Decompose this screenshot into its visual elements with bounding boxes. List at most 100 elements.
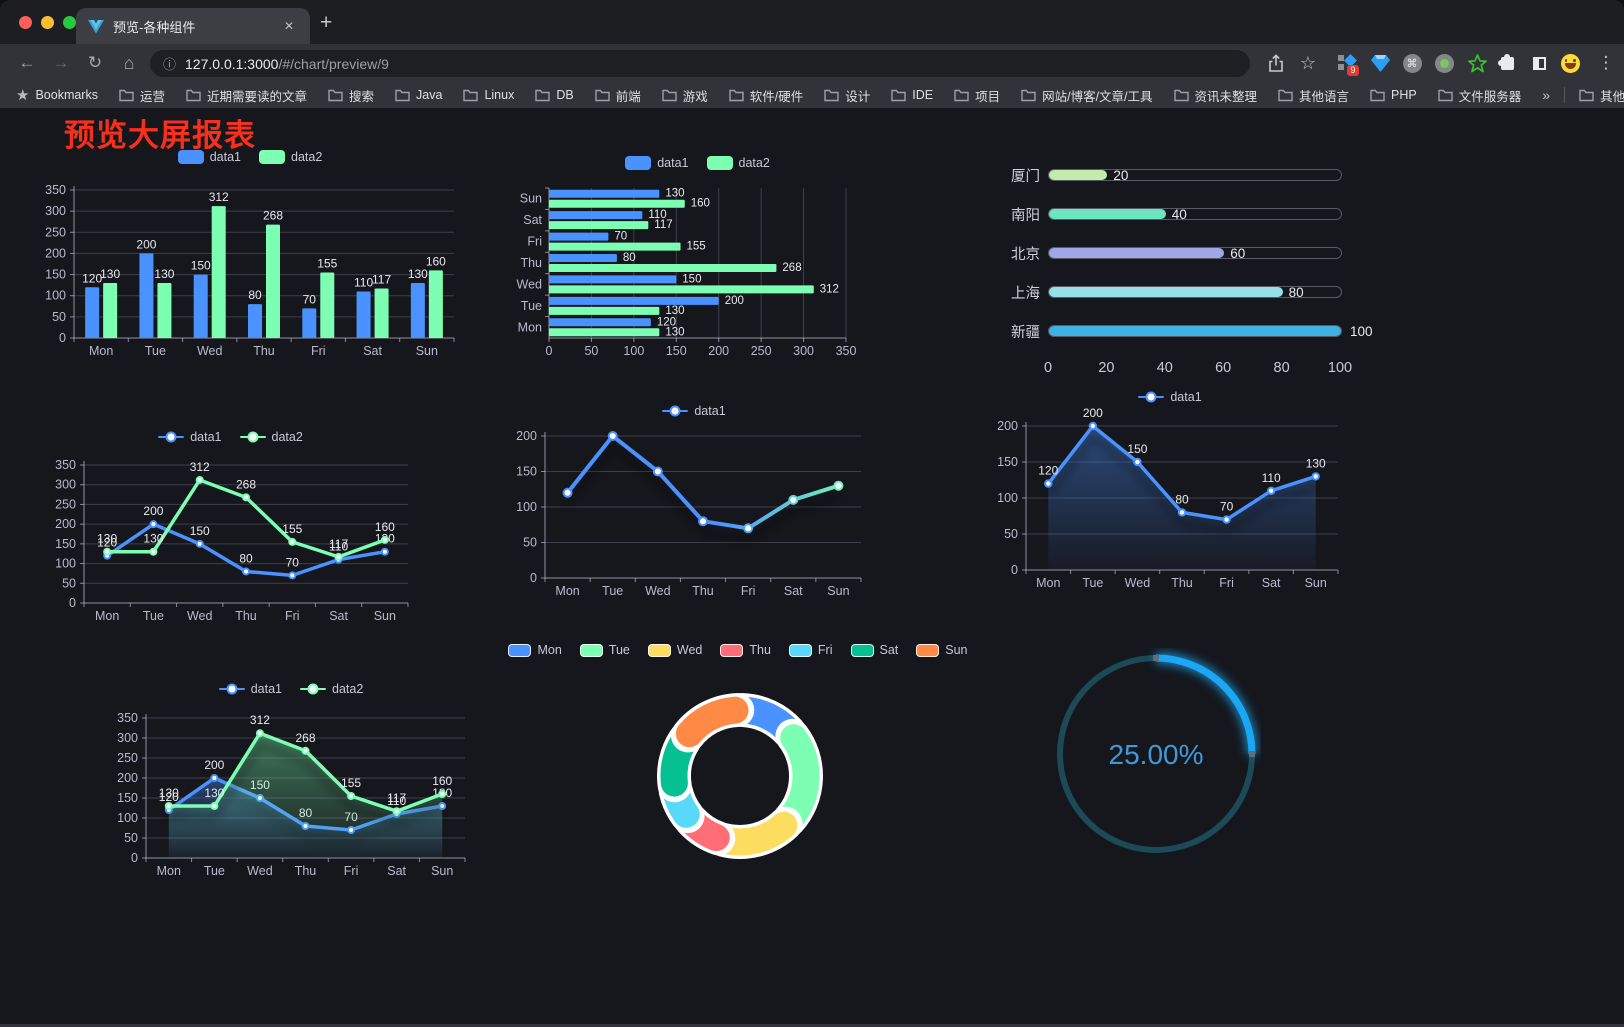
legend-item-data1[interactable]: data1 [218,682,282,696]
svg-text:312: 312 [190,460,210,474]
legend-item-Mon[interactable]: Mon [508,643,562,657]
bookmark-item[interactable]: Java [395,86,442,105]
tab-strip: 预览-各种组件 ✕ + [0,0,1624,44]
axis-tick-label: 60 [1215,360,1232,376]
legend-item-data2[interactable]: data2 [239,430,303,444]
browser-tab[interactable]: 预览-各种组件 ✕ [76,8,310,44]
back-icon[interactable]: ← [18,53,36,72]
svg-text:117: 117 [372,273,391,287]
folder-icon [595,89,610,101]
svg-text:268: 268 [295,731,315,745]
svg-text:50: 50 [523,536,537,550]
record-extension-icon[interactable] [1430,48,1458,78]
svg-text:160: 160 [691,198,710,210]
tab-close-icon[interactable]: ✕ [283,19,294,33]
progress-row-南阳: 南阳 40 [1000,204,1375,224]
svg-text:350: 350 [117,711,138,725]
gem-extension-icon[interactable] [1366,48,1394,78]
bookmark-item[interactable]: 其他语言 [1278,86,1349,105]
bookmark-item[interactable]: 运营 [119,86,165,105]
bookmark-item[interactable]: PHP [1370,86,1417,105]
svg-text:Thu: Thu [235,609,257,623]
svg-text:130: 130 [159,786,179,800]
bookmark-item[interactable]: Linux [463,86,514,105]
svg-text:100: 100 [45,289,66,303]
bookmark-item[interactable]: 软件/硬件 [729,86,803,105]
progress-track [1048,169,1342,181]
folder-icon [729,89,744,101]
axis-tick-label: 40 [1156,360,1173,376]
svg-text:80: 80 [623,252,636,264]
svg-text:50: 50 [52,310,66,324]
sidebar-extension-icon[interactable] [1525,48,1553,78]
emoji-extension-icon[interactable] [1556,48,1584,78]
legend-item-Tue[interactable]: Tue [579,643,630,657]
minimize-window-button[interactable] [41,16,54,29]
bookmark-item[interactable]: 项目 [954,86,1000,105]
chart-canvas [657,693,823,859]
chart-canvas: 25.00% [1057,653,1257,853]
bookmark-item[interactable]: 近期需要读的文章 [186,86,307,105]
bookmark-item[interactable]: IDE [891,86,933,105]
legend-item-data2[interactable]: data2 [706,156,770,170]
svg-text:130: 130 [1306,456,1326,470]
home-icon[interactable]: ⌂ [123,52,135,73]
legend-item-data1[interactable]: data1 [158,430,222,444]
legend-item-Sat[interactable]: Sat [850,643,898,657]
share-icon[interactable] [1262,48,1290,78]
bookmark-item[interactable]: 设计 [824,86,870,105]
bookmark-item[interactable]: 资讯未整理 [1173,86,1257,105]
bookmark-item[interactable]: 游戏 [662,86,708,105]
reload-icon[interactable]: ↻ [87,53,103,72]
legend-item-data1[interactable]: data1 [662,404,726,418]
svg-text:268: 268 [236,477,256,491]
donut-chart: Mon Tue Wed Thu Fri Sat Sun [508,638,968,890]
bookmarks-manager[interactable]: ★ Bookmarks [16,87,98,104]
bookmark-item[interactable]: 网站/博客/文章/工具 [1021,86,1153,105]
svg-text:Thu: Thu [295,864,317,878]
green-star-extension-icon[interactable] [1463,48,1491,78]
puzzle-extension-icon[interactable] [1493,48,1521,78]
bookmark-star-icon[interactable]: ☆ [1299,52,1317,73]
menu-icon[interactable]: ⋮ [1597,53,1615,72]
new-tab-button[interactable]: + [320,11,333,34]
legend-item-Thu[interactable]: Thu [720,643,771,657]
legend-item-Wed[interactable]: Wed [647,643,702,657]
progress-value: 80 [1288,284,1304,300]
bookmark-item[interactable]: 前端 [595,86,641,105]
progress-label: 上海 [1011,285,1040,302]
legend-marker [259,150,285,164]
svg-text:70: 70 [614,231,627,243]
legend-item-Sun[interactable]: Sun [916,643,968,657]
progress-track [1048,325,1342,337]
legend-item-data1[interactable]: data1 [625,156,689,170]
svg-text:200: 200 [1083,406,1103,420]
bookmark-item[interactable]: DB [535,86,574,105]
folder-icon [395,89,410,101]
address-bar[interactable]: ⓘ 127.0.0.1:3000/#/chart/preview/9 [150,50,1250,77]
zoom-window-button[interactable] [63,16,76,29]
close-window-button[interactable] [19,16,32,29]
bookmark-item[interactable]: 文件服务器 [1438,86,1521,105]
svg-text:Tue: Tue [145,344,166,358]
command-extension-icon[interactable]: ⌘ [1398,48,1426,78]
svg-text:Wed: Wed [197,344,223,358]
extension-grid-icon[interactable]: 9 [1332,48,1360,78]
bookmark-item[interactable]: 搜索 [328,86,374,105]
bookmarks-overflow-chevron[interactable]: » [1542,87,1551,103]
svg-text:50: 50 [584,344,598,358]
folder-icon [1370,89,1385,101]
legend-item-data2[interactable]: data2 [300,682,363,696]
legend-item-data1[interactable]: data1 [1138,390,1202,404]
progress-track [1048,208,1342,220]
legend-item-data2[interactable]: data2 [259,150,322,164]
svg-text:200: 200 [708,344,729,358]
svg-text:117: 117 [654,219,672,231]
forward-icon[interactable]: → [52,53,70,72]
svg-text:70: 70 [286,555,300,569]
svg-text:Mon: Mon [518,320,542,334]
legend-item-Fri[interactable]: Fri [788,643,833,657]
legend-item-data1[interactable]: data1 [177,150,241,164]
other-bookmarks-folder[interactable]: 其他书签 [1579,86,1624,105]
site-info-icon[interactable]: ⓘ [163,57,177,72]
